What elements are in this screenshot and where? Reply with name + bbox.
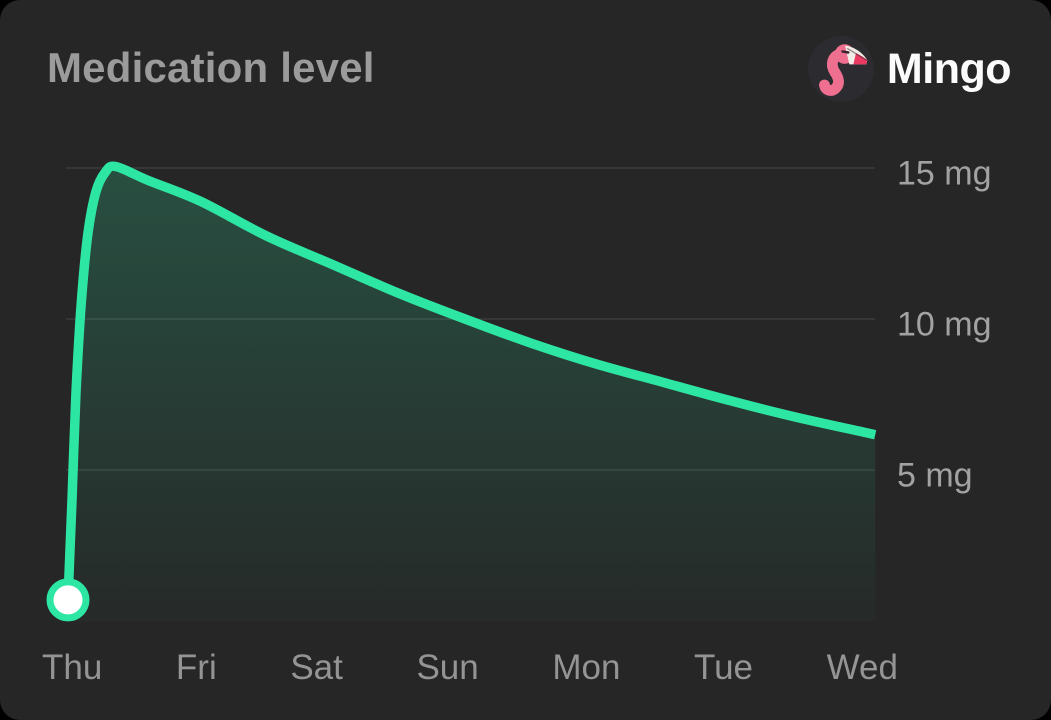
start-marker	[46, 578, 90, 622]
x-label-sat: Sat	[290, 648, 343, 687]
x-label-wed: Wed	[826, 648, 898, 687]
y-tick-label-15mg: 15 mg	[897, 154, 992, 192]
medication-line	[63, 161, 877, 601]
flamingo-logo-icon	[807, 36, 874, 102]
medication-area-fill	[68, 166, 876, 621]
x-label-fri: Fri	[175, 648, 217, 687]
y-tick-label-5mg: 5 mg	[897, 456, 973, 494]
brand-name: Mingo	[886, 44, 1012, 93]
x-axis-labels: Thu Fri Sat Sun Mon Tue Wed	[42, 648, 898, 688]
brand: Mingo	[807, 36, 1012, 102]
x-label-thu: Thu	[42, 648, 103, 687]
x-label-mon: Mon	[552, 648, 621, 687]
y-tick-label-10mg: 10 mg	[897, 305, 992, 343]
page-title: Medication level	[47, 44, 375, 91]
x-label-sun: Sun	[416, 648, 479, 687]
x-label-tue: Tue	[694, 648, 754, 687]
